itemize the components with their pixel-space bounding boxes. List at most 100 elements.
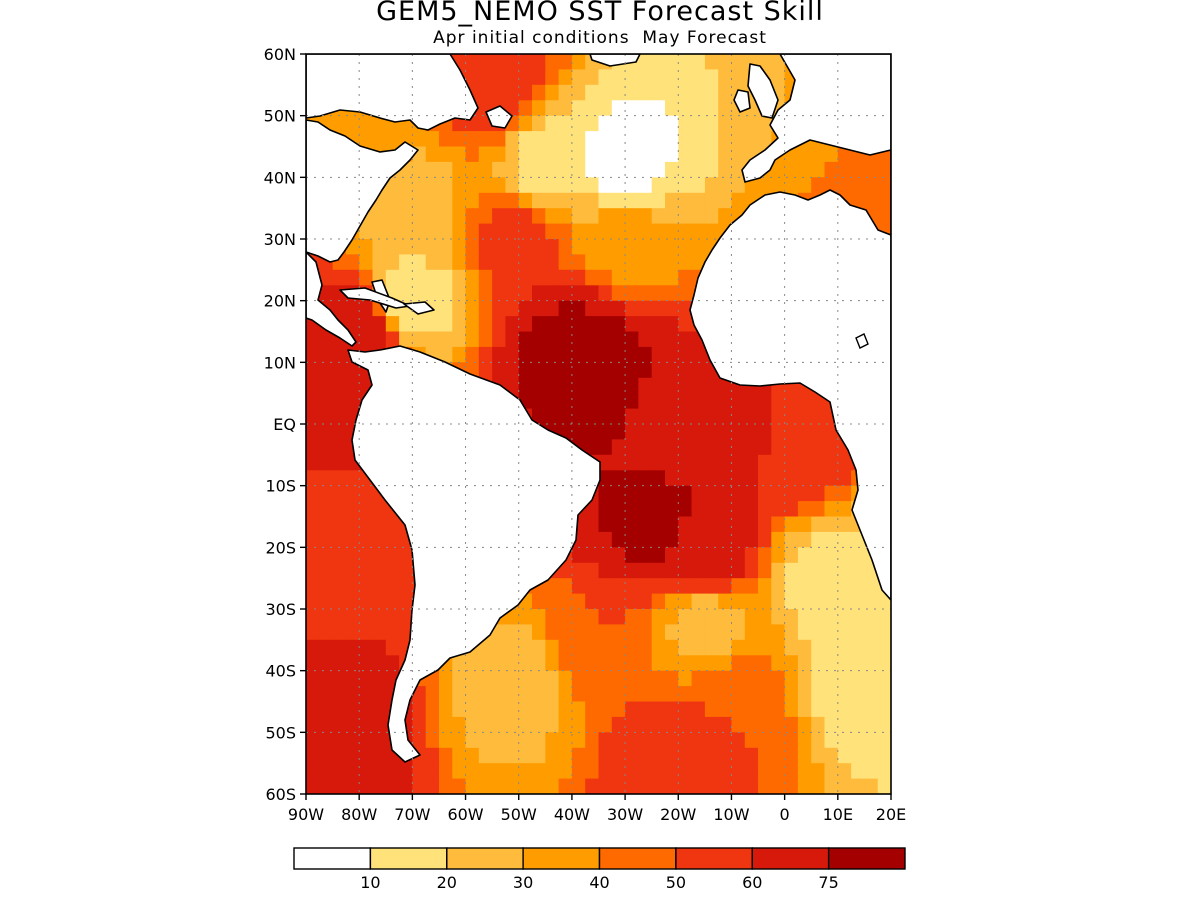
skill-cell: [598, 146, 613, 163]
lat-tick-label: 10S: [265, 477, 296, 496]
skill-cell: [758, 578, 772, 595]
skill-cell: [731, 639, 746, 656]
skill-cell: [359, 269, 374, 286]
skill-cell: [784, 424, 799, 440]
skill-cell: [625, 131, 639, 148]
skill-cell: [518, 131, 533, 148]
skill-cell: [598, 223, 613, 240]
skill-cell: [731, 624, 746, 641]
skill-cell: [625, 547, 639, 564]
skill-cell: [598, 300, 613, 317]
skill-cell: [505, 54, 520, 70]
skill-cell: [532, 393, 546, 410]
skill-cell: [585, 331, 600, 348]
skill-cell: [505, 254, 520, 271]
skill-cell: [518, 300, 533, 317]
skill-cell: [625, 732, 639, 749]
skill-cell: [718, 578, 733, 595]
skill-cell: [651, 624, 666, 641]
skill-cell: [332, 439, 347, 456]
skill-cell: [345, 300, 360, 317]
skill-cell: [784, 670, 799, 687]
skill-cell: [598, 701, 613, 718]
skill-cell: [319, 408, 334, 425]
skill-cell: [332, 593, 347, 610]
lon-tick-label: 10E: [823, 805, 853, 824]
skill-cell: [864, 177, 879, 194]
skill-cell: [452, 346, 467, 363]
skill-cell: [691, 254, 706, 271]
skill-cell: [744, 547, 759, 564]
skill-cell: [425, 146, 440, 163]
skill-cell: [585, 686, 600, 703]
skill-cell: [518, 624, 533, 641]
skill-cell: [505, 624, 520, 641]
skill-cell: [558, 747, 573, 764]
skill-cell: [797, 424, 812, 440]
skill-cell: [665, 300, 679, 317]
lon-tick-label: 60W: [447, 805, 483, 824]
skill-cell: [532, 763, 546, 780]
skill-cell: [545, 84, 560, 101]
skill-cell: [611, 778, 626, 794]
skill-cell: [359, 115, 374, 132]
skill-cell: [678, 362, 693, 379]
skill-cell: [771, 763, 786, 780]
skill-cell: [332, 778, 347, 794]
skill-cell: [691, 624, 706, 641]
skill-cell: [306, 501, 320, 518]
skill-cell: [611, 346, 626, 363]
skill-cell: [824, 670, 839, 687]
skill-cell: [518, 192, 533, 209]
skill-cell: [452, 670, 467, 687]
skill-cell: [691, 470, 706, 487]
cuba: [339, 287, 411, 309]
skill-cell: [625, 454, 639, 471]
skill-cell: [598, 454, 613, 471]
skill-cell: [837, 578, 852, 595]
skill-cell: [811, 763, 826, 780]
skill-cell: [585, 300, 600, 317]
skill-cell: [718, 593, 733, 610]
skill-cell: [678, 716, 693, 733]
skill-cell: [797, 747, 812, 764]
skill-cell: [851, 192, 865, 209]
skill-cell: [797, 609, 812, 625]
skill-cell: [319, 639, 334, 656]
skill-cell: [598, 609, 613, 625]
skill-cell: [412, 192, 427, 209]
skill-cell: [665, 177, 679, 194]
skill-cell: [545, 331, 560, 348]
skill-cell: [306, 732, 320, 749]
skill-cell: [492, 208, 506, 225]
skill-cell: [452, 269, 467, 286]
skill-cell: [332, 732, 347, 749]
europe-mainland: [741, 54, 891, 183]
skill-cell: [385, 516, 400, 533]
skill-cell: [452, 701, 467, 718]
skill-cell: [359, 655, 374, 672]
skill-cell: [545, 778, 560, 794]
skill-cell: [345, 470, 360, 487]
skill-cell: [704, 377, 719, 394]
skill-cell: [332, 362, 347, 379]
skill-cell: [425, 732, 440, 749]
skill-cell: [532, 146, 546, 163]
skill-cell: [758, 732, 772, 749]
skill-cell: [319, 424, 334, 440]
skill-cell: [744, 670, 759, 687]
skill-cell: [439, 239, 453, 255]
skill-cell: [372, 208, 387, 225]
skill-cell: [665, 408, 679, 425]
skill-cell: [625, 208, 639, 225]
skill-cell: [532, 254, 546, 271]
skill-cell: [837, 763, 852, 780]
skill-cell: [771, 609, 786, 625]
skill-cell: [864, 578, 879, 595]
skill-cell: [518, 655, 533, 672]
skill-cell: [784, 655, 799, 672]
skill-cell: [797, 531, 812, 548]
skill-cell: [731, 778, 746, 794]
skill-cell: [851, 716, 865, 733]
skill-cell: [359, 516, 374, 533]
